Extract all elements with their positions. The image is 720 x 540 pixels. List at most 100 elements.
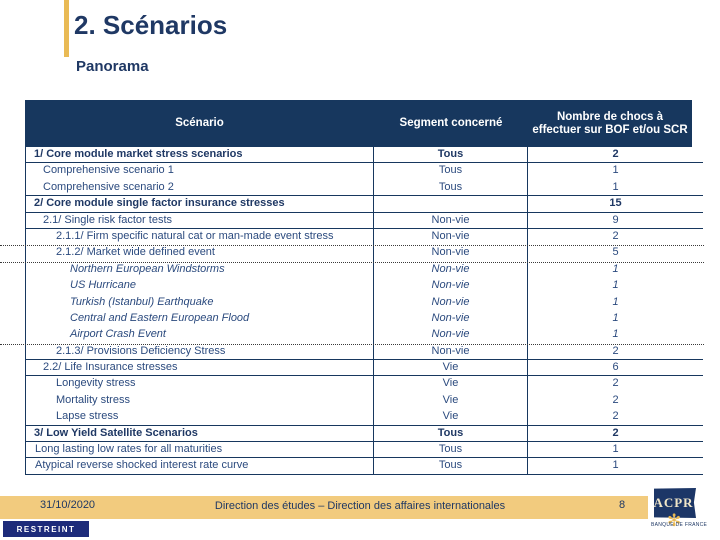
- scenario-cell: 3/ Low Yield Satellite Scenarios: [26, 425, 374, 442]
- count-cell: 15: [609, 197, 622, 210]
- scenario-cell: 1/ Core module market stress scenarios: [26, 147, 374, 163]
- table-row: 3/ Low Yield Satellite Scenarios Tous 2: [26, 425, 703, 443]
- scenario-cell: Airport Crash Event: [26, 327, 374, 344]
- title-accent-bar: [64, 0, 69, 57]
- table-row: 2.2/ Life Insurance stresses Vie 6: [26, 360, 703, 377]
- table-row: Longevity stress Vie 2: [26, 376, 703, 393]
- dotted-gridline: [0, 262, 704, 263]
- count-cell: 1: [612, 180, 619, 193]
- table-row: Comprehensive scenario 1 Tous 1: [26, 163, 703, 180]
- segment-cell: Non-vie: [374, 327, 528, 344]
- scenario-cell: 2/ Core module single factor insurance s…: [26, 196, 374, 212]
- segment-cell: Tous: [374, 458, 528, 474]
- scenario-cell: Turkish (Istanbul) Earthquake: [26, 294, 374, 311]
- count-cell: 5: [612, 246, 619, 259]
- footer-department: Direction des études – Direction des aff…: [214, 500, 506, 512]
- column-header-shock-count: Nombre de chocs à effectuer sur BOF et/o…: [532, 110, 688, 136]
- segment-cell: Tous: [374, 163, 528, 180]
- scenario-cell: 2.2/ Life Insurance stresses: [26, 360, 374, 376]
- table-row: Airport Crash Event Non-vie 1: [26, 327, 703, 344]
- segment-cell: Tous: [374, 425, 528, 442]
- acpr-logo-text: ACPR: [653, 495, 694, 510]
- scenario-cell: Comprehensive scenario 1: [26, 163, 374, 180]
- table-row: 2/ Core module single factor insurance s…: [26, 196, 703, 213]
- dotted-gridline: [0, 344, 704, 345]
- column-header-scenario: Scénario: [175, 117, 224, 129]
- scenario-cell: 2.1.1/ Firm specific natural cat or man-…: [26, 228, 374, 246]
- count-cell: 2: [612, 426, 619, 439]
- segment-cell: Non-vie: [374, 278, 528, 295]
- segment-cell: Non-vie: [374, 310, 528, 328]
- scenario-cell: 2.1.2/ Market wide defined event: [26, 245, 374, 262]
- scenario-cell: 2.1/ Single risk factor tests: [26, 212, 374, 229]
- table-row: 2.1.3/ Provisions Deficiency Stress Non-v…: [26, 343, 703, 361]
- segment-cell: [374, 196, 528, 212]
- table-row: Northern European Windstorms Non-vie 1: [26, 261, 703, 279]
- count-cell: 1: [612, 295, 619, 308]
- segment-cell: Vie: [374, 376, 528, 393]
- scenario-cell: Atypical reverse shocked interest rate c…: [26, 458, 374, 474]
- segment-cell: Tous: [374, 442, 528, 458]
- scenario-cell: Lapse stress: [26, 409, 374, 425]
- table-row: 2.1.2/ Market wide defined event Non-vie 5: [26, 245, 703, 262]
- count-cell: 1: [612, 164, 619, 177]
- count-cell: 2: [612, 344, 619, 357]
- table-row: Comprehensive scenario 2 Tous 1: [26, 179, 703, 197]
- table-row: 1/ Core module market stress scenarios To…: [26, 147, 703, 164]
- segment-cell: Non-vie: [374, 245, 528, 262]
- table-body: 1/ Core module market stress scenarios To…: [25, 147, 703, 475]
- segment-cell: Vie: [374, 360, 528, 376]
- segment-cell: Vie: [374, 409, 528, 425]
- column-header-segment: Segment concerné: [399, 117, 503, 129]
- footer-date: 31/10/2020: [40, 499, 96, 511]
- segment-cell: Non-vie: [374, 343, 528, 360]
- page-number: 8: [619, 499, 626, 511]
- table-row: Lapse stress Vie 2: [26, 409, 703, 426]
- acpr-logo: ACPR ✻ BANQUE DE FRANCE: [651, 486, 708, 532]
- scenario-cell: Comprehensive scenario 2: [26, 179, 374, 196]
- dotted-gridline: [0, 245, 704, 246]
- page-subtitle: Panorama: [76, 58, 149, 75]
- table-row: Atypical reverse shocked interest rate c…: [26, 458, 703, 475]
- scenario-cell: Long lasting low rates for all maturitie…: [26, 442, 374, 458]
- table-row: Mortality stress Vie 2: [26, 392, 703, 410]
- count-cell: 2: [612, 229, 619, 242]
- count-cell: 2: [612, 410, 619, 423]
- count-cell: 1: [612, 262, 619, 275]
- table-row: 2.1/ Single risk factor tests Non-vie 9: [26, 212, 703, 229]
- footer-bar: [0, 496, 648, 519]
- page-title: 2. Scénarios: [74, 10, 228, 40]
- count-cell: 1: [612, 311, 619, 324]
- banque-de-france-label: BANQUE DE FRANCE: [651, 522, 708, 528]
- table-row: 2.1.1/ Firm specific natural cat or man-…: [26, 228, 703, 246]
- table-row: Long lasting low rates for all maturitie…: [26, 442, 703, 459]
- segment-cell: Tous: [374, 147, 528, 163]
- segment-cell: Non-vie: [374, 228, 528, 246]
- count-cell: 2: [612, 377, 619, 390]
- scenario-cell: 2.1.3/ Provisions Deficiency Stress: [26, 343, 374, 360]
- acpr-flag: ACPR: [654, 488, 696, 518]
- count-cell: 9: [612, 213, 619, 226]
- segment-cell: Non-vie: [374, 261, 528, 279]
- count-cell: 1: [612, 279, 619, 292]
- sunburst-icon: ✻: [667, 511, 682, 530]
- scenario-cell: Central and Eastern European Flood: [26, 310, 374, 328]
- scenario-cell: Mortality stress: [26, 392, 374, 410]
- table-row: Central and Eastern European Flood Non-vi…: [26, 310, 703, 328]
- count-cell: 1: [612, 443, 619, 456]
- segment-cell: Non-vie: [374, 212, 528, 229]
- count-cell: 6: [612, 361, 619, 374]
- count-cell: 1: [612, 328, 619, 341]
- table-header-row: Scénario Segment concerné Nombre de choc…: [25, 100, 692, 147]
- segment-cell: Non-vie: [374, 294, 528, 311]
- segment-cell: Tous: [374, 179, 528, 196]
- segment-cell: Vie: [374, 392, 528, 410]
- count-cell: 2: [612, 148, 619, 160]
- count-cell: 1: [612, 459, 619, 472]
- table-row: US Hurricane Non-vie 1: [26, 278, 703, 295]
- count-cell: 2: [612, 393, 619, 406]
- classification-badge: RESTREINT: [3, 521, 89, 537]
- scenario-cell: Longevity stress: [26, 376, 374, 393]
- scenario-cell: Northern European Windstorms: [26, 261, 374, 279]
